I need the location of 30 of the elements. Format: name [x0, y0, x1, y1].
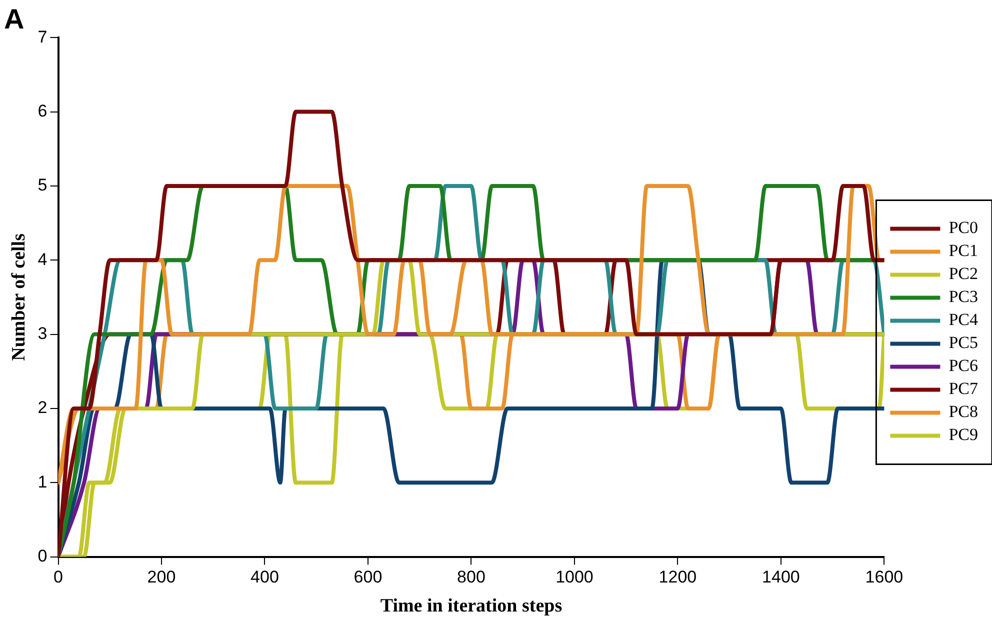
- x-tick-label: 1600: [865, 568, 904, 587]
- legend-label: PC0: [948, 218, 978, 238]
- legend-label: PC2: [948, 264, 978, 284]
- y-tick-label: 5: [38, 176, 48, 195]
- x-tick-label: 1400: [762, 568, 800, 587]
- y-axis-title: Number of cells: [8, 234, 30, 361]
- y-tick-label: 0: [38, 546, 48, 566]
- x-tick-label: 200: [147, 568, 176, 587]
- y-tick-label: 2: [38, 398, 48, 418]
- legend-label: PC5: [948, 333, 978, 352]
- x-axis-title: Time in iteration steps: [380, 596, 562, 617]
- x-tick-label: 1200: [658, 568, 697, 587]
- x-tick-label: 0: [54, 568, 63, 587]
- x-tick-label: 800: [457, 568, 486, 587]
- y-tick-label: 6: [38, 101, 48, 120]
- legend-label: PC1: [948, 241, 978, 260]
- legend-label: PC3: [948, 287, 978, 306]
- legend-label: PC6: [948, 356, 978, 376]
- x-tick-label: 1000: [556, 568, 594, 587]
- legend-label: PC4: [948, 310, 978, 330]
- y-tick-label: 3: [38, 324, 48, 343]
- chart-title: A: [4, 4, 24, 35]
- legend-label: PC7: [948, 379, 978, 398]
- y-tick-label: 1: [38, 472, 48, 492]
- y-tick-label: 4: [38, 250, 48, 269]
- legend-label: PC8: [948, 402, 978, 422]
- x-tick-label: 600: [354, 568, 382, 587]
- x-tick-label: 400: [250, 568, 279, 587]
- legend-label: PC9: [948, 425, 978, 444]
- y-tick-label: 7: [38, 27, 48, 46]
